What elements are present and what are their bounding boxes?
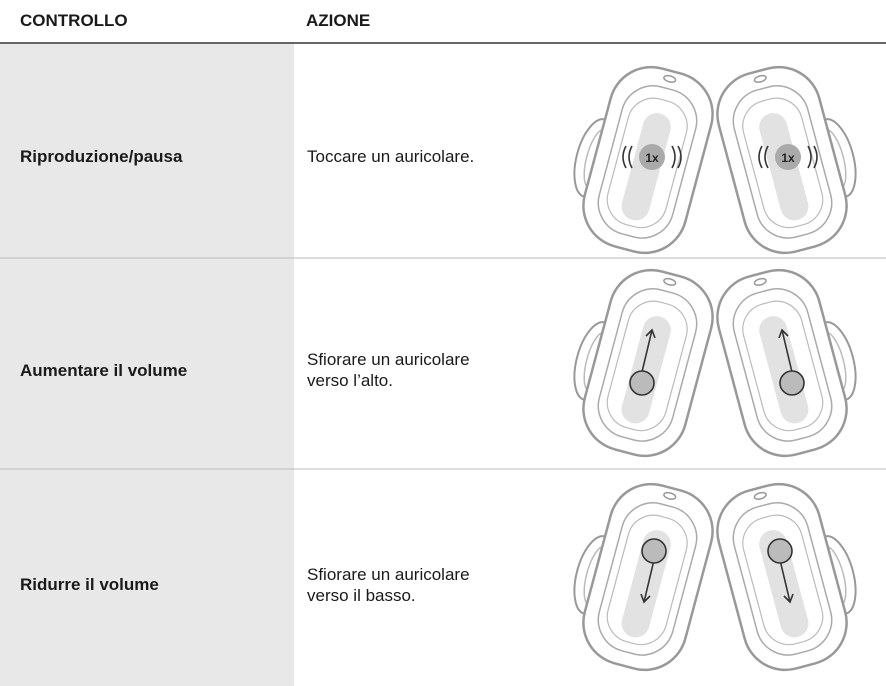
- action-text: Sfiorare un auricolare: [307, 565, 470, 584]
- earbud-left: [555, 468, 724, 681]
- swipe-down-icons: [640, 538, 794, 604]
- column-header: AZIONE: [306, 11, 371, 30]
- action-text: Sfiorare un auricolare: [307, 350, 470, 369]
- control-column-bg: [0, 44, 294, 686]
- control-label: Aumentare il volume: [20, 361, 188, 380]
- tap-icon-right: [758, 144, 818, 170]
- earbud-left: [555, 254, 724, 467]
- tap-icon-left: [622, 144, 682, 170]
- tap-label: 1x: [645, 151, 659, 165]
- control-label: Riproduzione/pausa: [20, 147, 183, 166]
- action-text: verso l’alto.: [307, 371, 393, 390]
- control-label: Ridurre il volume: [20, 575, 159, 594]
- swipe-up-icons: [629, 328, 805, 396]
- action-text: Toccare un auricolare.: [307, 147, 475, 166]
- action-text: verso il basso.: [307, 586, 416, 605]
- earbud-right: [706, 254, 875, 467]
- column-header: CONTROLLO: [20, 11, 128, 30]
- tap-label: 1x: [781, 151, 795, 165]
- earbud-right: [706, 468, 875, 681]
